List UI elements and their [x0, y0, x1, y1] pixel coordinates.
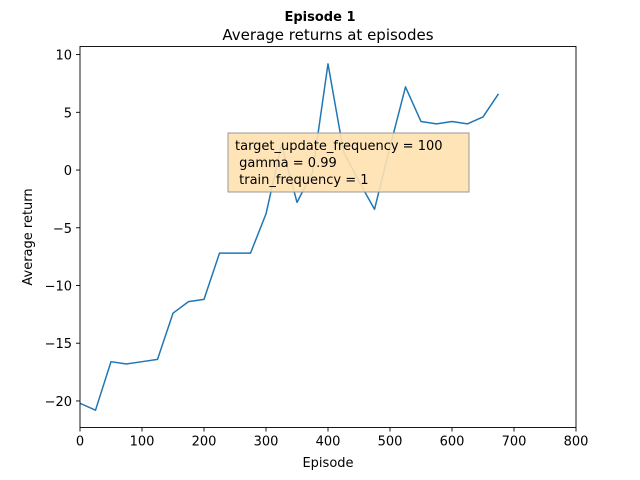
x-tick-label: 0	[76, 435, 84, 450]
series-points	[79, 63, 499, 411]
y-tick-label: 10	[55, 49, 72, 64]
x-tick-label: 800	[564, 435, 589, 450]
y-tick-label: −15	[45, 337, 72, 352]
y-tick-label: 5	[64, 106, 72, 121]
y-tick-label: 0	[64, 164, 72, 179]
y-tick-label: −20	[45, 395, 72, 410]
y-tick-label: −10	[45, 279, 72, 294]
x-tick-label: 700	[502, 435, 527, 450]
series-line	[79, 63, 500, 411]
x-axis-label: Episode	[302, 456, 353, 471]
annotation-line-3: train_frequency = 1	[235, 173, 369, 188]
annotation-box: target_update_frequency = 100 gamma = 0.…	[227, 132, 470, 193]
x-tick-label: 300	[254, 435, 279, 450]
annotation-background	[227, 132, 470, 193]
annotation-line-2: gamma = 0.99	[235, 156, 337, 171]
x-tick-label: 600	[440, 435, 465, 450]
x-tick-label: 500	[378, 435, 403, 450]
x-tick-label: 200	[192, 435, 217, 450]
x-tick-label: 400	[316, 435, 341, 450]
axis-ticks: 0 100 200 300 400 500 600 700 800 −20 −15 −10 −5 0 5 10	[45, 49, 589, 450]
figure-suptitle: Episode 1	[284, 10, 355, 25]
plot-frame	[79, 46, 577, 428]
y-tick-label: −5	[53, 222, 72, 237]
chart-title: Average returns at episodes	[222, 26, 433, 44]
annotation-line-1: target_update_frequency = 100	[235, 139, 443, 154]
x-tick-label: 100	[130, 435, 155, 450]
y-axis-label: Average return	[21, 188, 36, 285]
